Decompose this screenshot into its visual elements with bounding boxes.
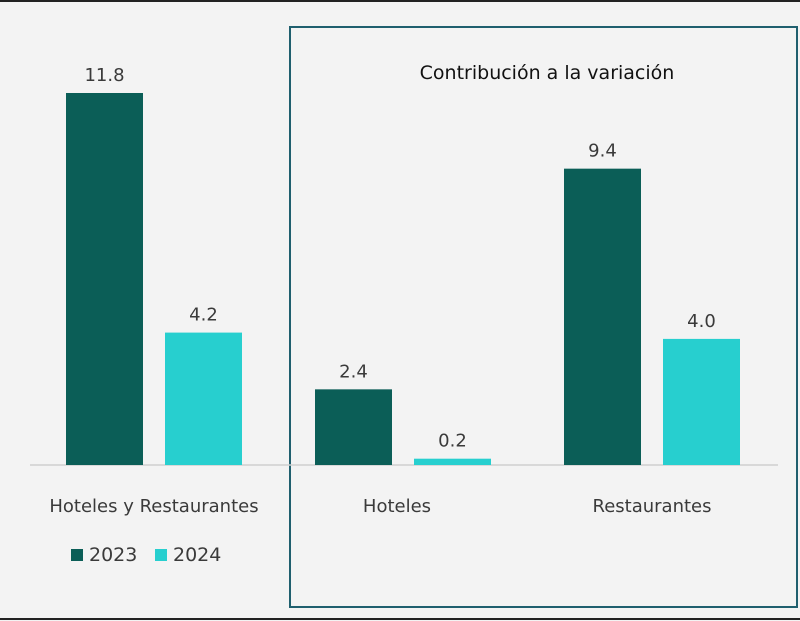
value-label-2024-1: 0.2 [438, 431, 467, 452]
value-label-2024-2: 4.0 [687, 311, 716, 332]
bar-2023-1 [315, 389, 392, 465]
value-label-2023-0: 11.8 [84, 65, 124, 86]
legend-swatch-2024 [155, 549, 167, 561]
bar-2023-0 [66, 93, 143, 465]
category-label-1: Hoteles [363, 496, 431, 517]
category-labels-group: Hoteles y Restaurantes Hoteles Restaurante… [49, 496, 711, 517]
category-label-0: Hoteles y Restaurantes [49, 496, 258, 517]
value-label-2023-2: 9.4 [588, 141, 617, 162]
legend-swatch-2023 [71, 549, 83, 561]
category-label-2: Restaurantes [593, 496, 712, 517]
bar-2024-1 [414, 458, 491, 465]
bars-group [66, 93, 740, 465]
panel-title: Contribución a la variación [420, 62, 675, 84]
value-labels-group: 11.8 2.4 9.4 4.2 0.2 4.0 [84, 65, 715, 452]
legend: 2023 2024 [71, 544, 221, 566]
value-label-2023-1: 2.4 [339, 361, 368, 382]
bar-2024-0 [165, 332, 242, 465]
legend-label-2023: 2023 [89, 544, 137, 566]
bar-2023-2 [564, 168, 641, 465]
legend-label-2024: 2024 [173, 544, 221, 566]
bar-2024-2 [663, 338, 740, 465]
contribution-panel-frame [289, 26, 798, 608]
value-label-2024-0: 4.2 [189, 305, 218, 326]
